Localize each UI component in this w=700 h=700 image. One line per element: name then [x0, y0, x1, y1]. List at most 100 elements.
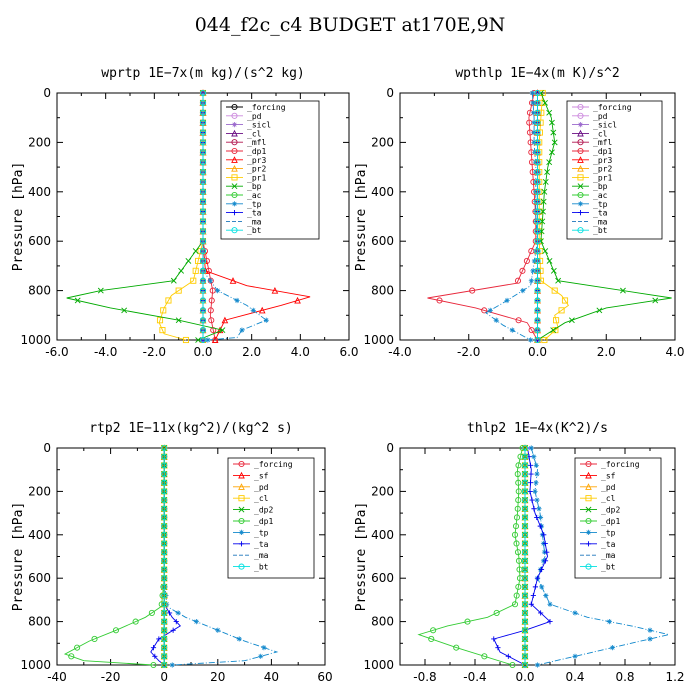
legend-marker	[577, 139, 584, 146]
data-point	[170, 277, 177, 284]
data-point	[521, 479, 529, 486]
data-point	[132, 618, 139, 625]
legend-entry: _ta	[572, 209, 608, 218]
data-point	[509, 661, 516, 669]
legend-entry: _ma	[226, 217, 262, 226]
legend-entry: _bp	[226, 182, 262, 191]
x-tick-label: 0.8	[615, 670, 634, 684]
data-point	[219, 327, 226, 334]
x-tick-label: 0.4	[565, 670, 584, 684]
data-point	[534, 257, 541, 265]
data-point	[529, 90, 535, 96]
legend-entry: _pd	[580, 483, 616, 492]
data-point	[546, 258, 553, 264]
x-tick-label: 0.0	[528, 345, 547, 359]
series-bt	[534, 89, 541, 344]
data-point	[511, 531, 519, 538]
legend-entry: _cl	[226, 129, 262, 138]
y-tick-label: 0	[386, 441, 394, 455]
y-tick-label: 800	[28, 284, 51, 298]
legend-label: _tp	[593, 200, 608, 209]
legend-label: _cl	[593, 129, 608, 138]
data-point	[534, 248, 541, 255]
data-point	[596, 307, 603, 314]
data-point	[549, 119, 555, 126]
legend: _forcing_pd_sicl_cl_mfl_dp1_pr3_pr2_pr1_…	[220, 100, 320, 240]
data-point	[517, 453, 524, 460]
legend-marker	[231, 129, 238, 137]
data-point	[521, 531, 529, 538]
legend-entry: _tp	[572, 200, 608, 209]
data-point	[511, 601, 519, 608]
legend-marker	[231, 183, 238, 190]
legend-label: _ma	[247, 217, 262, 226]
data-point	[436, 297, 443, 304]
legend-label: _ma	[601, 551, 616, 560]
data-point	[531, 506, 537, 512]
data-point	[534, 228, 541, 235]
data-point	[175, 610, 181, 616]
data-point	[175, 317, 182, 324]
data-point	[534, 139, 541, 146]
data-point	[528, 445, 534, 451]
x-tick-label: 0.0	[193, 345, 212, 359]
data-point	[199, 336, 207, 344]
y-tick-label: 1000	[363, 658, 394, 672]
data-point	[528, 337, 534, 343]
data-point	[534, 119, 541, 126]
data-point	[534, 307, 541, 314]
legend-marker	[577, 122, 584, 128]
data-point	[543, 592, 549, 599]
panel-rtp2: rtp2 1E−11x(kg^2)/(kg^2 s) Pressure [hPa]…	[11, 421, 333, 684]
legend-label: _mfl	[247, 138, 266, 147]
legend-entry: _sf	[233, 471, 269, 480]
data-point	[199, 218, 207, 225]
data-point	[521, 635, 529, 643]
legend-label: _sicl	[593, 121, 617, 130]
data-point	[547, 601, 553, 607]
data-point	[215, 288, 221, 294]
x-tick-label: 40	[264, 670, 279, 684]
data-point	[170, 627, 176, 633]
data-point	[534, 149, 541, 156]
data-point	[161, 661, 168, 669]
data-point	[121, 307, 128, 314]
legend-label: _dp1	[601, 517, 620, 526]
legend-label: _bp	[593, 182, 608, 191]
legend-marker	[585, 563, 592, 570]
data-point	[210, 327, 217, 334]
data-point	[68, 653, 75, 660]
data-point	[161, 540, 168, 547]
legend-label: _forcing	[254, 460, 293, 469]
data-point	[531, 258, 538, 264]
legend-entry: _dp2	[233, 506, 273, 515]
data-point	[534, 208, 541, 215]
x-tick-label: -4.0	[94, 345, 117, 359]
legend-label: _ta	[247, 209, 262, 218]
data-point	[521, 462, 529, 469]
data-point	[521, 566, 529, 573]
legend-entry: _dp1	[572, 147, 612, 156]
data-point	[550, 267, 557, 274]
data-point	[192, 267, 199, 274]
data-point	[539, 218, 546, 225]
y-tick-label: 200	[28, 484, 51, 498]
data-point	[550, 129, 557, 136]
data-point	[239, 327, 245, 333]
x-tick-label: -0.8	[413, 670, 436, 684]
data-point	[250, 307, 256, 313]
legend-label: _sf	[254, 471, 269, 480]
data-point	[534, 198, 541, 205]
series-bt	[521, 444, 529, 669]
legend-label: _pd	[254, 483, 269, 492]
legend-marker	[585, 471, 592, 479]
legend-label: _forcing	[247, 103, 286, 112]
data-point	[207, 278, 213, 284]
data-point	[493, 609, 500, 616]
data-point	[199, 297, 207, 304]
x-tick-label: -6.0	[45, 345, 68, 359]
legend-label: _dp2	[601, 506, 620, 515]
y-tick-label: 800	[371, 615, 394, 629]
data-point	[161, 479, 168, 486]
legend-label: _bt	[247, 226, 262, 235]
